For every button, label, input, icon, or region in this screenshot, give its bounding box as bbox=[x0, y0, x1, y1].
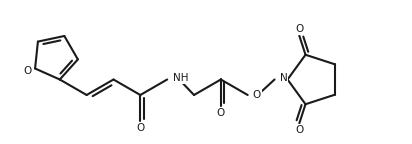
Text: O: O bbox=[295, 125, 304, 135]
Text: O: O bbox=[295, 24, 304, 34]
Text: NH: NH bbox=[173, 73, 189, 84]
Text: O: O bbox=[136, 123, 145, 133]
Text: N: N bbox=[280, 73, 287, 84]
Text: O: O bbox=[217, 108, 225, 118]
Text: O: O bbox=[23, 66, 31, 75]
Text: O: O bbox=[253, 90, 261, 100]
